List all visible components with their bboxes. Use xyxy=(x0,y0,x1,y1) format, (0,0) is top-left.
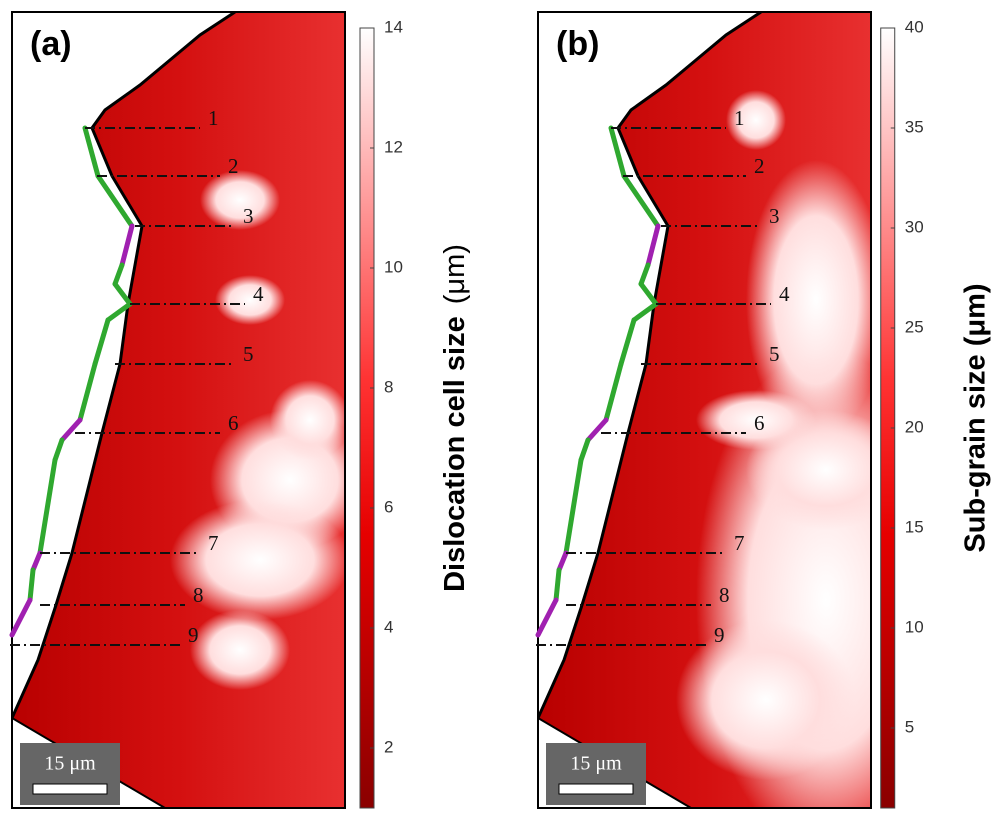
scale-box xyxy=(20,743,120,805)
colorbar-tick-label: 30 xyxy=(905,217,924,236)
scale-box xyxy=(546,743,646,805)
line-label: 1 xyxy=(208,106,219,130)
pale-patch xyxy=(726,90,786,150)
line-label: 3 xyxy=(243,204,254,228)
pale-patch xyxy=(190,610,290,690)
colorbar-tick-label: 8 xyxy=(384,377,393,396)
crack-path xyxy=(553,567,562,603)
crack-path xyxy=(52,437,65,463)
crack-path xyxy=(119,223,135,268)
colorbar-title-text: Dislocation cell size xyxy=(439,316,471,592)
line-label: 8 xyxy=(719,583,730,607)
scale-bar xyxy=(558,783,634,795)
colorbar-tick-label: 35 xyxy=(905,117,924,136)
colorbar-title: Sub-grain size (μm) xyxy=(959,283,991,552)
colorbar-tick-label: 12 xyxy=(384,137,403,156)
crack-path xyxy=(112,262,125,287)
pale-patch xyxy=(200,170,280,230)
crack-path xyxy=(608,125,627,179)
colorbar-title-text: Sub-grain size (μm) xyxy=(959,283,991,552)
colorbar-tick-label: 10 xyxy=(384,257,403,276)
line-label: 6 xyxy=(754,411,765,435)
line-label: 5 xyxy=(769,342,780,366)
pale-patch xyxy=(215,275,285,325)
line-label: 4 xyxy=(253,282,264,306)
line-label: 6 xyxy=(228,411,239,435)
line-label: 3 xyxy=(769,204,780,228)
scale-label: 15 μm xyxy=(44,753,96,775)
line-label: 9 xyxy=(714,623,725,647)
colorbar-unit: (μm) xyxy=(439,244,471,304)
crack-path xyxy=(578,437,591,463)
colorbar-tick-label: 4 xyxy=(384,617,393,636)
line-label: 2 xyxy=(228,154,239,178)
line-label: 1 xyxy=(734,106,745,130)
colorbar-tick-label: 20 xyxy=(905,417,924,436)
crack-path xyxy=(645,223,661,268)
colorbar-tick-label: 2 xyxy=(384,737,393,756)
line-label: 5 xyxy=(243,342,254,366)
crack-path xyxy=(621,173,661,229)
colorbar-tick-label: 5 xyxy=(905,717,914,736)
crack-path xyxy=(563,457,584,556)
colorbar xyxy=(359,27,375,809)
crack-path xyxy=(27,567,36,603)
crack-path xyxy=(105,301,133,323)
crack-path xyxy=(59,417,83,443)
colorbar-title: Dislocation cell size (μm) xyxy=(439,244,471,592)
crack-path xyxy=(585,417,609,443)
frame xyxy=(537,11,872,809)
pale-patch xyxy=(676,620,856,780)
map xyxy=(12,12,345,808)
frame xyxy=(11,11,346,809)
colorbar-tick-label: 6 xyxy=(384,497,393,516)
crack-path xyxy=(638,262,651,287)
colorbar xyxy=(880,27,896,809)
crack-path xyxy=(631,301,659,323)
colorbar-tick-label: 15 xyxy=(905,517,924,536)
line-label: 7 xyxy=(208,531,219,555)
line-label: 9 xyxy=(188,623,199,647)
pale-patch xyxy=(270,380,345,460)
crack-path xyxy=(37,457,58,556)
crack-path xyxy=(556,550,569,573)
line-label: 7 xyxy=(734,531,745,555)
crack-path xyxy=(638,281,659,307)
crack-path xyxy=(618,317,637,367)
crack-path xyxy=(95,173,135,229)
panel-label: (a) xyxy=(30,25,72,63)
line-label: 2 xyxy=(754,154,765,178)
scale-bar xyxy=(32,783,108,795)
colorbar-tick-label: 40 xyxy=(905,17,924,36)
pale-patch xyxy=(170,500,345,620)
crack-path xyxy=(92,317,111,367)
pale-patch xyxy=(696,390,816,450)
crack-path xyxy=(77,361,98,423)
crack-path xyxy=(535,597,559,638)
crack-path xyxy=(30,550,43,573)
crack-path xyxy=(112,281,133,307)
scale-label: 15 μm xyxy=(570,753,622,775)
line-label: 8 xyxy=(193,583,204,607)
crack-path xyxy=(9,597,33,638)
crack-path xyxy=(82,125,101,179)
line-label: 4 xyxy=(779,282,790,306)
colorbar-tick-label: 14 xyxy=(384,17,403,36)
panel-label: (b) xyxy=(556,25,599,63)
colorbar-tick-label: 25 xyxy=(905,317,924,336)
crack-path xyxy=(603,361,624,423)
colorbar-tick-label: 10 xyxy=(905,617,924,636)
